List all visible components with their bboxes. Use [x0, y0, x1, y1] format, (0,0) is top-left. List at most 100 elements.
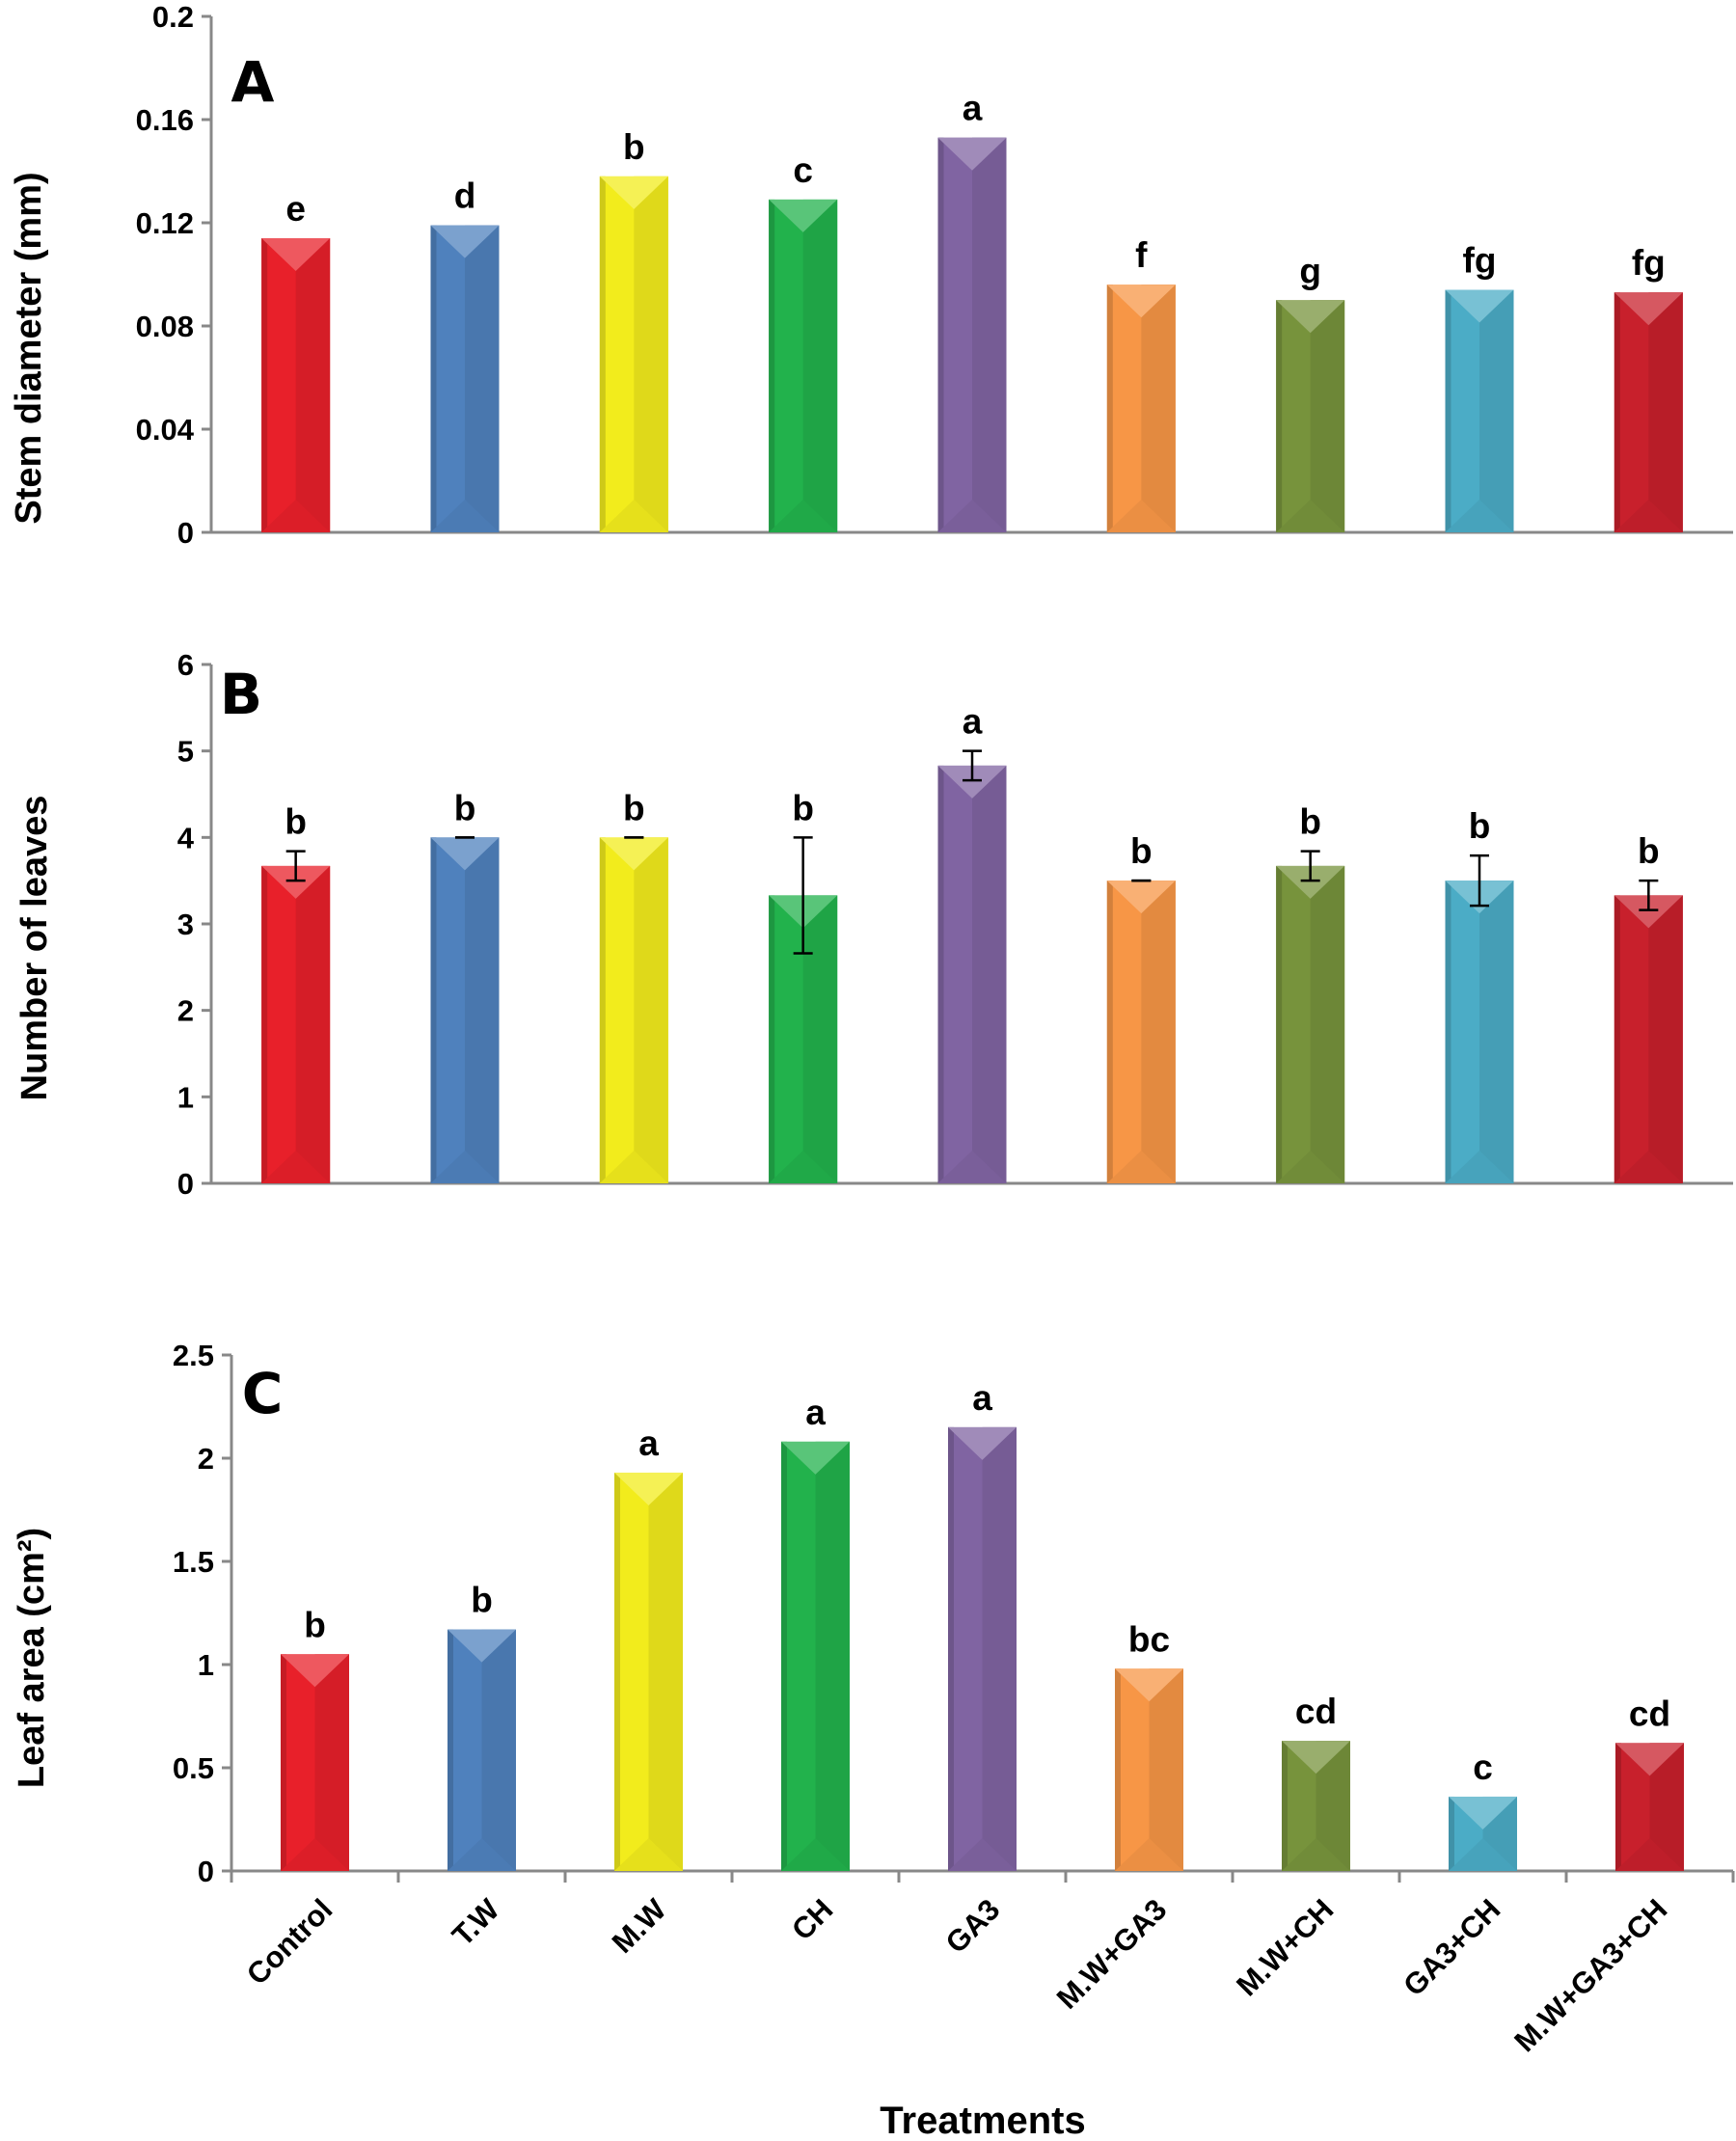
significance-letter: b — [454, 788, 476, 827]
bar-bevel-bottom — [1614, 500, 1683, 532]
bar-m-w-ga3: f — [1106, 235, 1176, 532]
bar-bevel-top — [1106, 285, 1176, 318]
chart-panel-a: 0 0.04 0.08 0.12 0.16 0.2 Stem diameter (mm) Ae… — [9, 0, 1733, 550]
bar-shade — [1310, 300, 1345, 532]
bar-ga3: a — [937, 89, 1007, 532]
bar-edge — [599, 837, 606, 1183]
bar-shade — [1149, 1668, 1183, 1871]
bar-bevel-top — [1276, 300, 1345, 334]
y-tick-label: 0 — [177, 1167, 194, 1201]
bar-edge — [1106, 881, 1113, 1183]
bar-shade — [1479, 289, 1514, 532]
bar-shade — [1648, 895, 1683, 1183]
x-axis-title: Treatments — [880, 2100, 1085, 2141]
bar-edge — [1115, 1668, 1121, 1871]
bar-ga3-ch: fg — [1445, 241, 1514, 532]
bar-bevel-bottom — [1282, 1838, 1350, 1871]
x-tick-label: CH — [785, 1892, 839, 1946]
bar-edge — [1276, 300, 1283, 532]
y-tick-label: 2.5 — [173, 1339, 214, 1372]
bar-edge — [1445, 289, 1451, 532]
bar-edge — [769, 199, 775, 533]
y-tick-label: 0.12 — [136, 206, 194, 240]
bar-bevel-bottom — [1615, 1838, 1684, 1871]
bar-bevel-top — [1449, 1796, 1517, 1829]
bar-m-w-ch: b — [1276, 802, 1345, 1183]
significance-letter: b — [1299, 802, 1321, 842]
chart-panel-b: 0 1 2 3 4 5 6 Number of leaves Bb b b b a b b b b — [14, 648, 1733, 1201]
significance-letter: a — [963, 89, 983, 128]
y-tick-label: 4 — [177, 821, 195, 854]
bar-edge — [1276, 865, 1283, 1183]
bar-shade — [634, 837, 668, 1183]
bar-bevel-bottom — [769, 1151, 838, 1183]
bar-edge — [937, 137, 944, 532]
bar-m-w-ga3: bc M.W+GA3 — [1050, 1619, 1183, 2016]
significance-letter: bc — [1128, 1619, 1170, 1659]
y-tick-label: 0.16 — [136, 103, 194, 137]
significance-letter: c — [1473, 1748, 1493, 1787]
significance-letter: b — [304, 1605, 326, 1644]
bar-ga3: a — [937, 702, 1007, 1183]
x-tick-label: M.W — [606, 1892, 673, 1960]
bar-edge — [948, 1426, 954, 1871]
x-tick-label: T.W — [446, 1892, 506, 1953]
bar-bevel-bottom — [1276, 1151, 1345, 1183]
bar-shade — [634, 176, 668, 532]
bar-edge — [614, 1472, 620, 1871]
bar-bevel-bottom — [1276, 500, 1345, 532]
bar-t-w: d — [430, 176, 500, 533]
x-tick-label: M.W+GA3 — [1050, 1892, 1174, 2016]
y-axis-title: Stem diameter (mm) — [9, 172, 49, 524]
panel-label: C — [242, 1361, 284, 1426]
bar-bevel-bottom — [599, 500, 668, 532]
bar-shade — [295, 238, 331, 533]
x-tick-label: GA3 — [939, 1892, 1007, 1960]
bar-bevel-bottom — [1115, 1838, 1183, 1871]
bar-bevel-bottom — [614, 1838, 683, 1871]
significance-letter: d — [454, 176, 476, 216]
bar-bevel-bottom — [281, 1838, 349, 1871]
y-axis-title: Number of leaves — [14, 796, 55, 1101]
bar-shade — [1310, 865, 1345, 1183]
bar-shade — [465, 225, 500, 533]
x-tick-label: M.W+CH — [1230, 1892, 1340, 2002]
y-tick-label: 1.5 — [173, 1545, 214, 1579]
bar-bevel-bottom — [430, 500, 500, 532]
x-tick-label: M.W+GA3+CH — [1507, 1892, 1673, 2058]
panel-label: B — [220, 662, 262, 727]
bar-m-w: b — [599, 788, 668, 1183]
bar-edge — [1449, 1796, 1454, 1871]
bar-edge — [430, 225, 437, 533]
bar-edge — [1282, 1741, 1288, 1871]
bar-bevel-top — [937, 137, 1007, 171]
significance-letter: cd — [1629, 1694, 1670, 1733]
bar-edge — [1614, 895, 1620, 1183]
bar-shade — [972, 137, 1007, 532]
bar-bevel-bottom — [769, 500, 838, 532]
bar-edge — [430, 837, 437, 1183]
bar-m-w: b — [599, 127, 668, 532]
bar-bevel-bottom — [937, 1151, 1007, 1183]
bar-bevel-top — [448, 1629, 516, 1663]
x-tick-label: GA3+CH — [1397, 1892, 1506, 2002]
bar-shade — [1141, 285, 1176, 532]
y-tick-label: 1 — [177, 1080, 194, 1114]
bar-edge — [781, 1441, 787, 1871]
bar-bevel-top — [1115, 1668, 1183, 1702]
bar-ch: c — [769, 150, 838, 533]
bar-bevel-bottom — [1106, 1151, 1176, 1183]
bar-bevel-top — [261, 238, 331, 272]
bar-bevel-bottom — [448, 1838, 516, 1871]
bar-ch: b — [769, 788, 838, 1183]
y-tick-label: 3 — [177, 908, 194, 941]
bar-edge — [599, 176, 606, 532]
bar-bevel-top — [430, 837, 500, 871]
bar-m-w-ch: g — [1276, 251, 1345, 532]
bar-bevel-top — [1615, 1743, 1684, 1776]
bar-control: e — [261, 189, 331, 533]
bar-bevel-bottom — [261, 1151, 331, 1183]
bar-edge — [1614, 292, 1620, 532]
y-tick-label: 5 — [177, 735, 194, 769]
y-tick-label: 0.08 — [136, 310, 194, 343]
